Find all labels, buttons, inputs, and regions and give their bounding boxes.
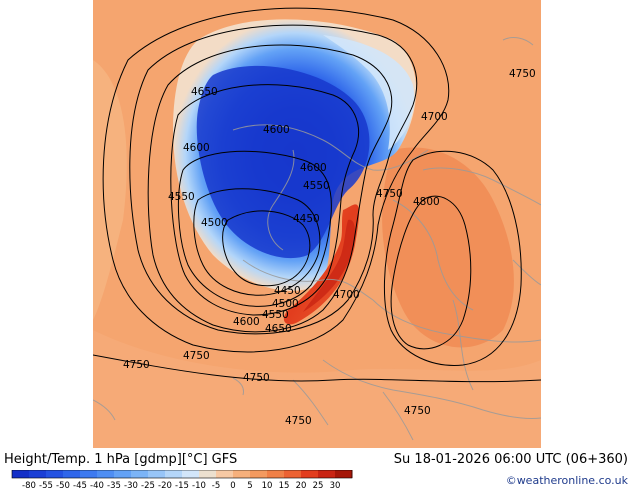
contour-4550 xyxy=(177,150,332,307)
legend-swatch xyxy=(233,470,251,478)
cold-core xyxy=(196,65,370,259)
legend-tick-label: 15 xyxy=(279,481,290,490)
legend-swatch xyxy=(250,470,268,478)
legend-tick-label: -25 xyxy=(141,481,155,490)
legend-swatch xyxy=(165,470,183,478)
legend-tick-label: 0 xyxy=(230,481,235,490)
legend-swatch xyxy=(114,470,132,478)
credit-link[interactable]: ©weatheronline.co.uk xyxy=(505,474,628,487)
contour-label: 4750 xyxy=(376,188,403,200)
contour-label: 4750 xyxy=(509,68,536,80)
warm-band-core xyxy=(303,219,355,312)
contour-4650 xyxy=(147,44,393,333)
contour-label: 4750 xyxy=(243,372,270,384)
legend-tick-label: 10 xyxy=(262,481,273,490)
contour-label: 4600 xyxy=(263,124,290,136)
contour-label: 4600 xyxy=(300,162,327,174)
contour-4700 xyxy=(129,24,418,335)
contour-label: 4600 xyxy=(233,316,260,328)
legend-swatch xyxy=(148,470,166,478)
warm-region-east xyxy=(382,147,514,348)
legend-swatch xyxy=(301,470,319,478)
legend-swatch xyxy=(216,470,234,478)
contour-label: 4550 xyxy=(303,180,330,192)
contour-label: 4500 xyxy=(272,298,299,310)
legend-tick-label: 30 xyxy=(330,481,341,490)
contour-label: 4750 xyxy=(285,415,312,427)
legend-tick-label: -10 xyxy=(192,481,206,490)
contour-label: 4450 xyxy=(293,213,320,225)
legend-swatch xyxy=(131,470,149,478)
map-footer: Height/Temp. 1 hPa [gdmp][°C] GFS Su 18-… xyxy=(0,448,634,490)
legend-swatch xyxy=(284,470,302,478)
warm-region-west xyxy=(93,60,127,320)
contour-4750-east xyxy=(383,150,522,366)
legend-tick-label: -15 xyxy=(175,481,189,490)
contour-label: 4550 xyxy=(262,309,289,321)
legend-tick-label: -35 xyxy=(107,481,121,490)
height-contours xyxy=(93,7,541,383)
legend-swatch xyxy=(199,470,217,478)
legend-swatch xyxy=(63,470,81,478)
contour-label: 4650 xyxy=(191,86,218,98)
legend-tick-label: -50 xyxy=(56,481,70,490)
legend-swatch xyxy=(267,470,285,478)
map-title: Height/Temp. 1 hPa [gdmp][°C] GFS xyxy=(4,452,238,467)
legend-tick-label: -30 xyxy=(124,481,138,490)
contour-label: 4650 xyxy=(265,323,292,335)
cold-edge-light xyxy=(323,35,415,150)
legend-tick-label: 20 xyxy=(296,481,307,490)
legend-swatch xyxy=(29,470,47,478)
legend-tick-label: -80 xyxy=(22,481,36,490)
legend-swatch xyxy=(182,470,200,478)
coastlines xyxy=(93,37,541,441)
contour-4600 xyxy=(170,84,359,316)
contour-label: 4500 xyxy=(201,217,228,229)
weather-map: 4650 4600 4550 4500 4600 4600 4550 4450 … xyxy=(93,0,541,448)
contour-4750-south xyxy=(93,354,541,383)
legend-tick-label: -20 xyxy=(158,481,172,490)
contour-label: 4550 xyxy=(168,191,195,203)
legend-tick-label: 25 xyxy=(313,481,324,490)
legend-tick-label: -5 xyxy=(212,481,220,490)
legend-tick-label: 5 xyxy=(247,481,252,490)
legend-tick-label: -55 xyxy=(39,481,53,490)
contour-label: 4800 xyxy=(413,196,440,208)
warm-region-south xyxy=(93,330,541,448)
legend-swatch xyxy=(318,470,336,478)
contour-4750-outer xyxy=(102,7,450,353)
legend-swatch xyxy=(46,470,64,478)
legend-swatch xyxy=(80,470,98,478)
legend-tick-label: -45 xyxy=(73,481,87,490)
contour-label: 4750 xyxy=(123,359,150,371)
contour-4500 xyxy=(193,188,321,296)
contour-label: 4750 xyxy=(183,350,210,362)
contour-label: 4700 xyxy=(333,289,360,301)
legend-swatch xyxy=(12,470,30,478)
contour-label: 4600 xyxy=(183,142,210,154)
contour-label: 4750 xyxy=(404,405,431,417)
legend-tick-label: -40 xyxy=(90,481,104,490)
contour-label: 4700 xyxy=(421,111,448,123)
valid-time: Su 18-01-2026 06:00 UTC (06+360) xyxy=(393,452,628,467)
legend-swatch xyxy=(97,470,115,478)
contour-4450 xyxy=(222,210,311,287)
color-legend: -80 -55 -50 -45 -40 -35 -30 -25 -20 -15 -10 -5 0 5 10 1… xyxy=(11,470,353,490)
contour-label: 4450 xyxy=(274,285,301,297)
contour-labels: 4650 4600 4550 4500 4600 4600 4550 4450 … xyxy=(123,68,536,427)
legend-swatch xyxy=(335,470,353,478)
contour-4800 xyxy=(390,195,472,350)
